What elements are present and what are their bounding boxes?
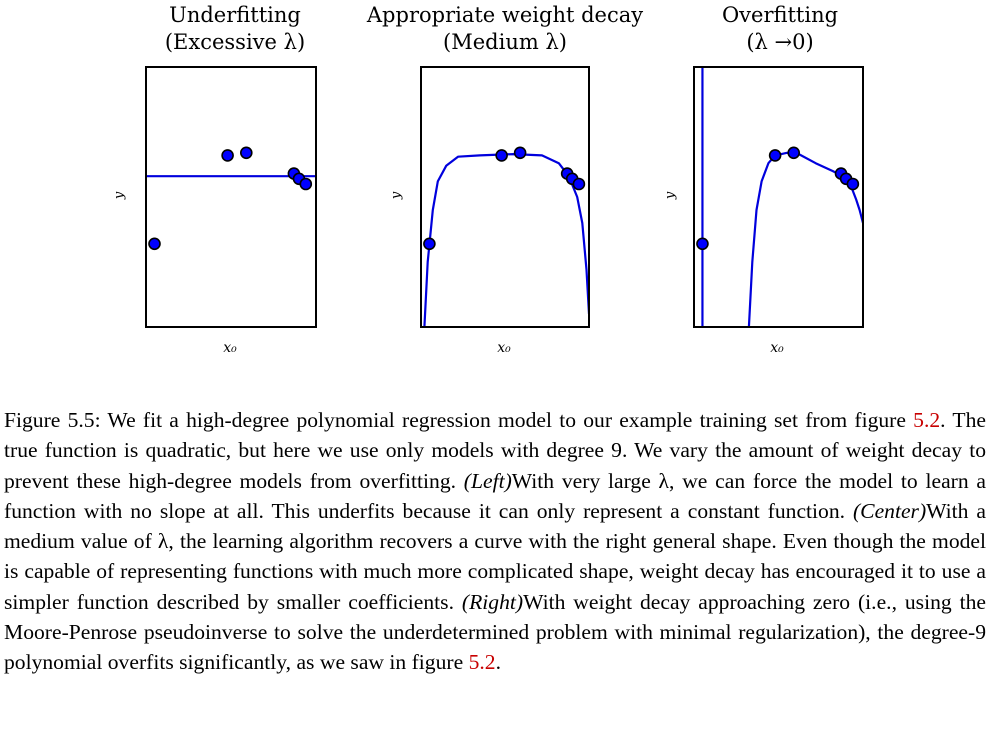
training-point <box>423 237 436 251</box>
training-point <box>513 146 527 160</box>
x-axis-label: x₀ <box>770 340 784 356</box>
training-point <box>787 146 801 160</box>
figure-label: Figure 5.5: <box>4 408 101 432</box>
figure-caption: Figure 5.5: We fit a high-degree polynom… <box>4 405 986 678</box>
training-point <box>846 177 860 191</box>
plot-appropriate <box>420 66 590 328</box>
plot-frame <box>145 66 317 328</box>
caption-right-label: (Right) <box>461 589 524 614</box>
training-point <box>221 149 234 162</box>
panel-title-line2: (λ →0) <box>746 30 814 54</box>
panel-title-underfitting: Underfitting (Excessive λ) <box>130 2 340 56</box>
x-axis-label: x₀ <box>497 340 511 356</box>
caption-text: With a medium value of λ, the learning a… <box>4 498 986 614</box>
fitted-curve <box>423 153 589 327</box>
training-point <box>696 237 709 251</box>
training-point <box>240 146 253 160</box>
plot-frame <box>693 66 864 328</box>
panel-title-line2: (Excessive λ) <box>164 30 306 54</box>
panel-title-line1: Overfitting <box>721 3 839 27</box>
caption-text: With very large λ, we can force the mode… <box>4 468 986 523</box>
training-point <box>572 177 586 191</box>
caption-text: . <box>495 650 501 675</box>
caption-left-label: (Left) <box>463 468 512 493</box>
training-point <box>148 237 161 251</box>
panel-title-line1: Underfitting <box>169 3 301 27</box>
caption-text: . The true function is quadratic, but he… <box>4 408 986 493</box>
training-point <box>299 177 313 191</box>
panel-title-overfitting: Overfitting (λ →0) <box>680 2 880 56</box>
training-point <box>495 149 508 162</box>
plot-overfitting <box>693 66 864 328</box>
figure-plots <box>145 66 864 328</box>
plot-underfitting <box>145 66 317 328</box>
panel-title-line1: Appropriate weight decay <box>366 3 644 27</box>
plot-frame <box>420 66 590 328</box>
panel-title-appropriate: Appropriate weight decay (Medium λ) <box>350 2 660 56</box>
panel-title-line2: (Medium λ) <box>443 30 567 54</box>
figure-reference-link[interactable]: 5.2 <box>468 650 496 675</box>
x-axis-label: x₀ <box>223 340 237 356</box>
figure-reference-link[interactable]: 5.2 <box>913 408 941 432</box>
caption-center-label: (Center) <box>852 498 927 523</box>
caption-text: We fit a high-degree polynomial regressi… <box>100 408 914 432</box>
training-point <box>768 149 782 162</box>
caption-text: With weight decay approaching zero (i.e.… <box>4 589 986 675</box>
